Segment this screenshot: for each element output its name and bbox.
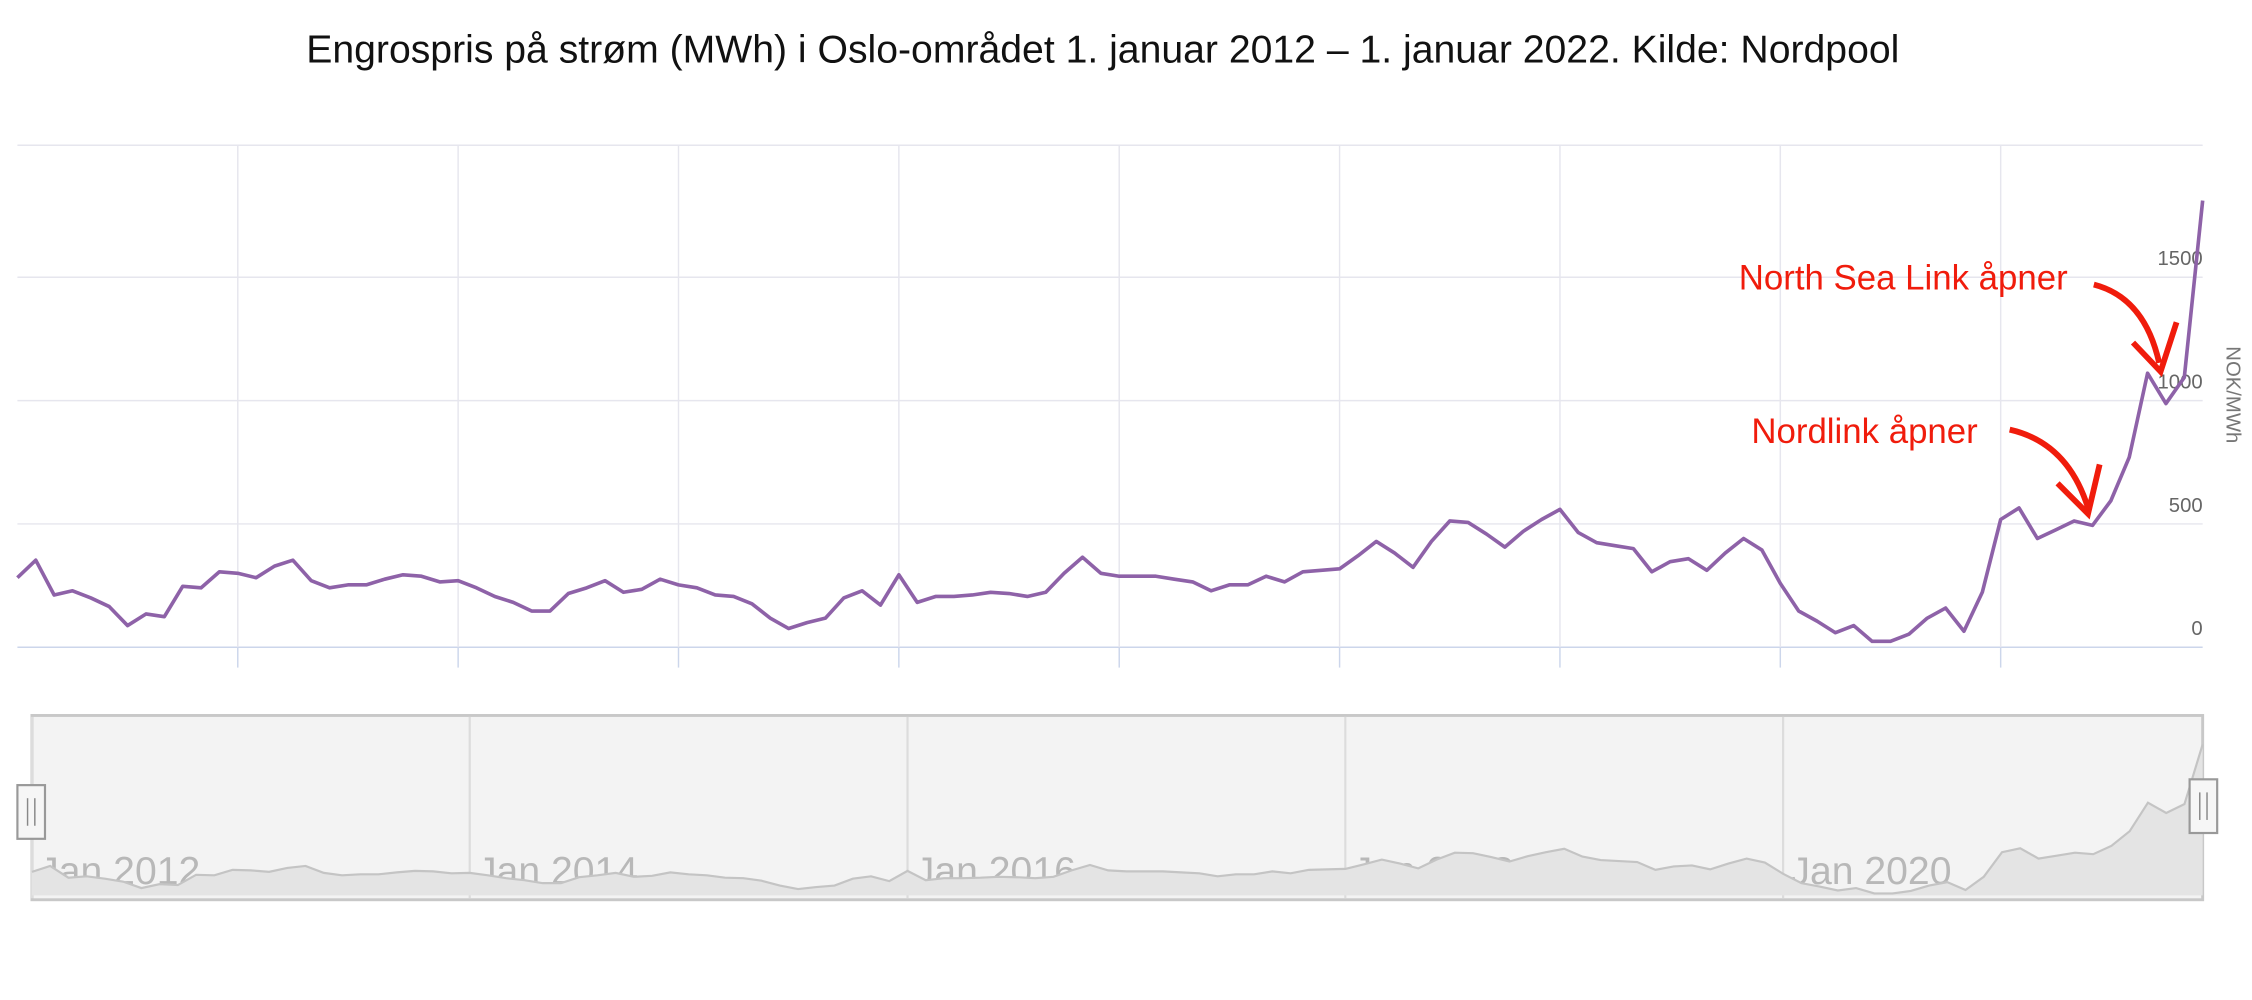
annotation-arrow <box>2009 426 2091 509</box>
annotation-arrowhead <box>2055 463 2103 520</box>
chart-title: Engrospris på strøm (MWh) i Oslo-området… <box>306 29 1899 72</box>
annotation: Nordlink åpner <box>1751 412 1978 451</box>
y-tick-label: 0 <box>2191 618 2202 640</box>
annotation-arrowhead <box>2130 321 2180 378</box>
navigator-line <box>31 743 2204 895</box>
annotation: North Sea Link åpner <box>1739 258 2068 297</box>
y-axis-label: NOK/MWh <box>2221 346 2243 443</box>
handle[interactable] <box>2188 778 2219 835</box>
handle[interactable] <box>16 784 47 840</box>
y-tick-label: 500 <box>2169 495 2203 517</box>
price-line <box>16 200 2205 644</box>
plot <box>16 200 2205 644</box>
navigator-handle-right[interactable] <box>2188 778 2219 835</box>
navigator-area <box>31 744 2203 896</box>
y-tick-label: 1500 <box>2158 248 2203 270</box>
annotation-arrow <box>2093 281 2162 364</box>
navigator-handle-left[interactable] <box>16 784 47 840</box>
navigator[interactable] <box>30 714 2205 902</box>
